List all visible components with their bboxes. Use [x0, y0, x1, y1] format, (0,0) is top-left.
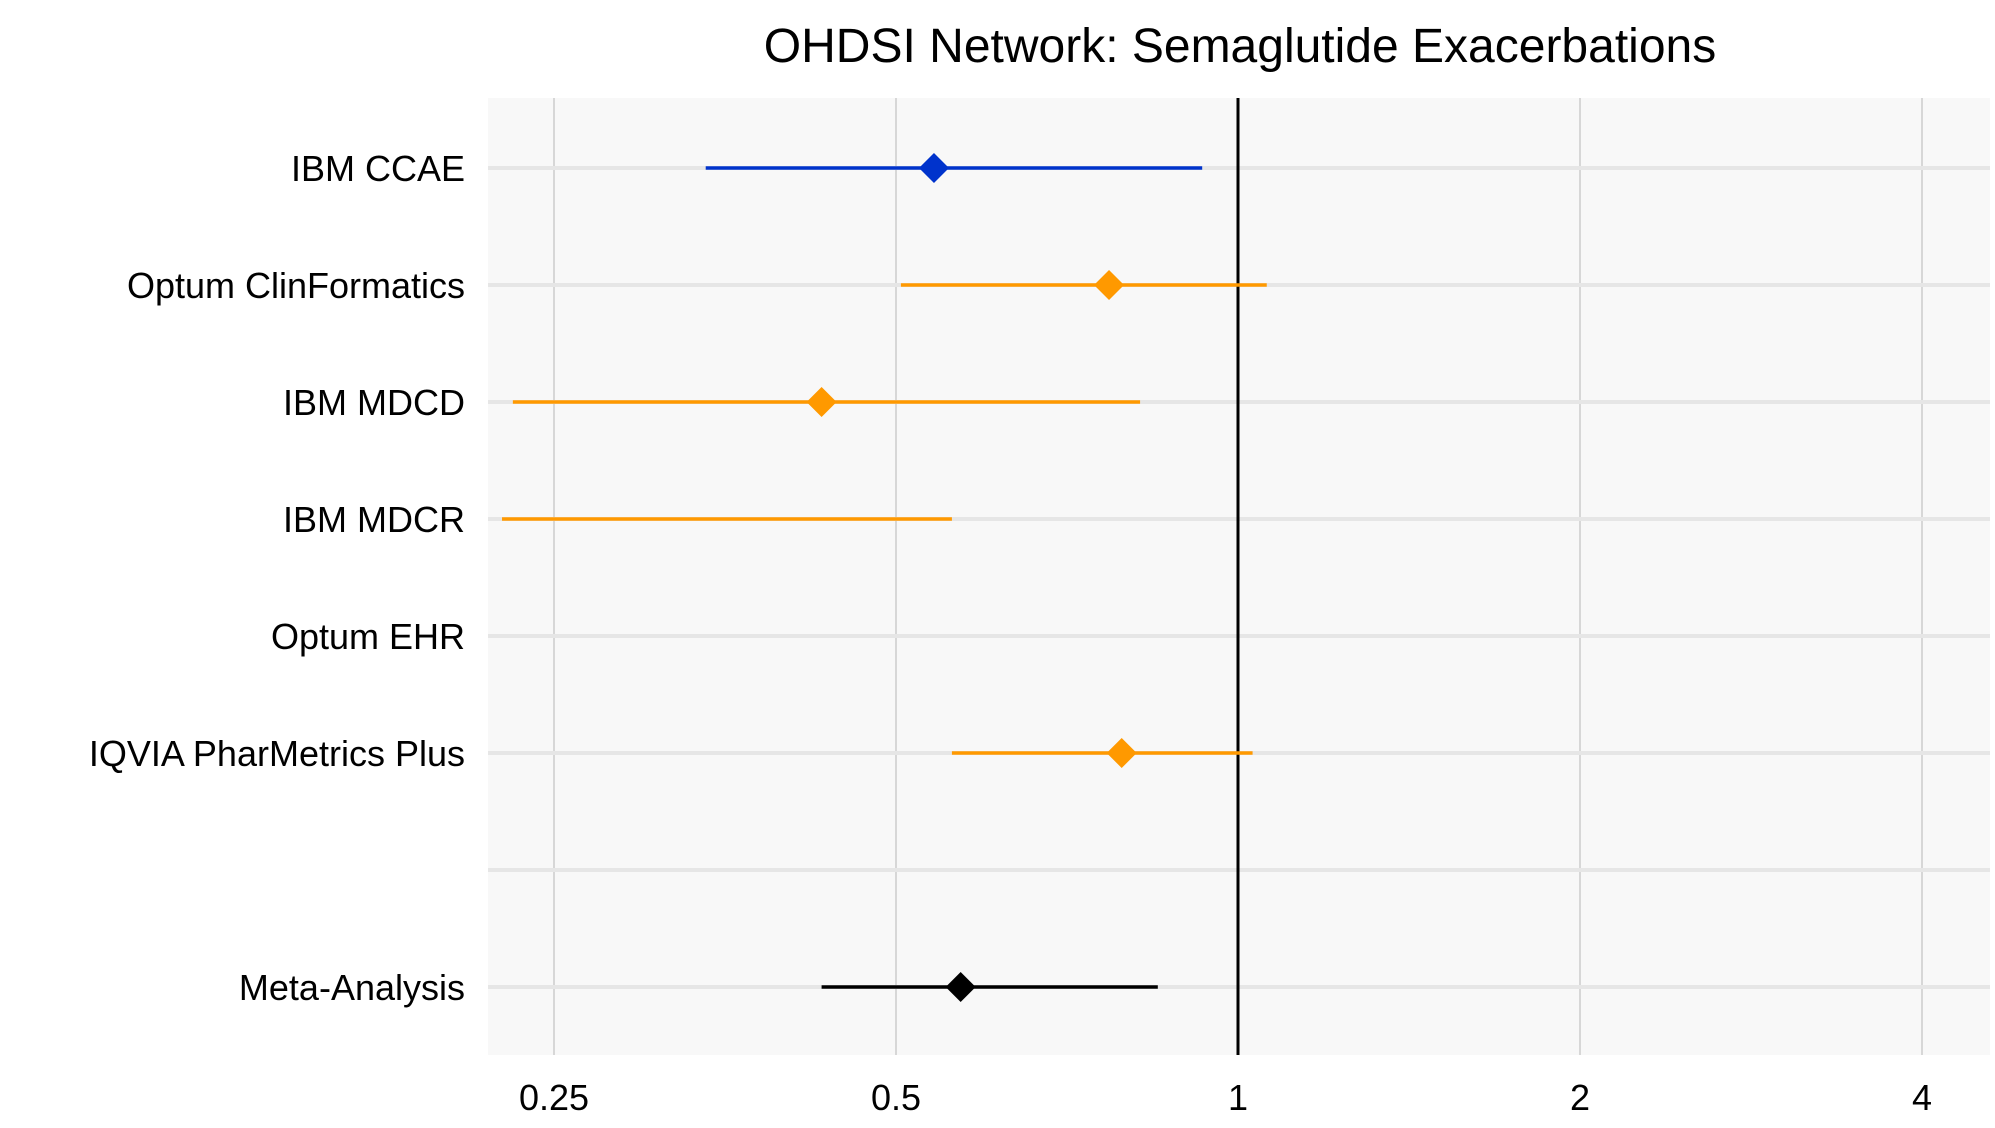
row-label: Optum ClinFormatics	[127, 265, 465, 306]
point-estimate	[806, 387, 837, 417]
chart-title: OHDSI Network: Semaglutide Exacerbations	[764, 20, 1716, 73]
y-axis-labels: IBM CCAE Optum ClinFormatics IBM MDCD IBM M…	[89, 148, 465, 1008]
x-tick-label: 0.5	[871, 1077, 921, 1118]
point-estimate	[945, 972, 976, 1002]
x-tick-label: 0.25	[519, 1077, 589, 1118]
row-label: Meta-Analysis	[239, 967, 465, 1008]
x-tick-label: 1	[1228, 1077, 1248, 1118]
point-estimate	[1094, 270, 1125, 300]
x-tick-label: 4	[1912, 1077, 1932, 1118]
x-tick-label: 2	[1570, 1077, 1590, 1118]
point-estimate	[1106, 738, 1137, 768]
x-axis-tick-labels: 0.25 0.5 1 2 4	[519, 1077, 1932, 1118]
row-label: IQVIA PharMetrics Plus	[89, 733, 465, 774]
x-gridlines	[553, 98, 1923, 1055]
row-label: Optum EHR	[271, 616, 465, 657]
row-label: IBM CCAE	[291, 148, 465, 189]
row-label: IBM MDCD	[283, 382, 465, 423]
point-estimate	[918, 153, 949, 183]
estimates	[502, 153, 1267, 1002]
row-label: IBM MDCR	[283, 499, 465, 540]
